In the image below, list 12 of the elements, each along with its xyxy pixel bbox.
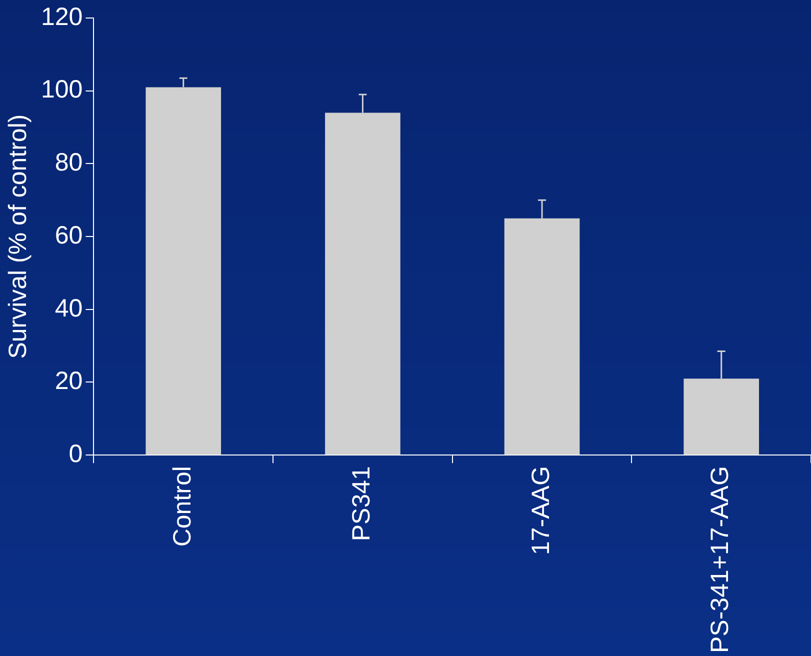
y-tick-label: 120 bbox=[40, 2, 83, 31]
x-tick-label: 17-AAG bbox=[526, 466, 555, 556]
y-tick-label: 0 bbox=[68, 440, 83, 468]
x-tick-label: PS-341+17-AAG bbox=[706, 466, 734, 654]
y-tick-label: 40 bbox=[54, 294, 83, 322]
x-tick-label: PS341 bbox=[348, 466, 376, 542]
y-axis-title: Survival (% of control) bbox=[4, 114, 32, 359]
y-tick-label: 100 bbox=[40, 76, 83, 104]
x-tick-label: Control bbox=[168, 466, 196, 547]
y-tick-label: 80 bbox=[54, 148, 83, 177]
y-tick-label: 20 bbox=[54, 367, 83, 396]
y-tick-label: 60 bbox=[54, 221, 83, 250]
